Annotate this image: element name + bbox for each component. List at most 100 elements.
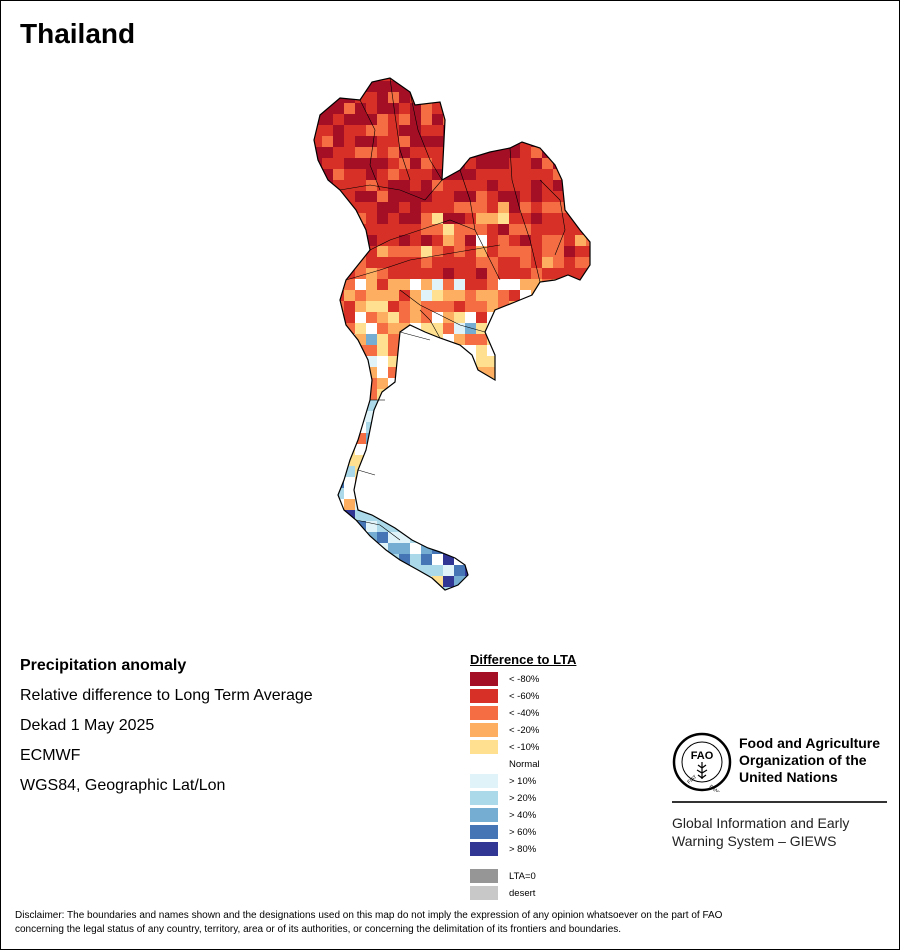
anomaly-cell (421, 235, 432, 246)
anomaly-cell (586, 477, 590, 488)
anomaly-cell (300, 268, 311, 279)
anomaly-cell (314, 554, 322, 565)
anomaly-cell (322, 268, 333, 279)
anomaly-cell (553, 125, 564, 136)
anomaly-cell (377, 301, 388, 312)
anomaly-cell (366, 389, 377, 400)
anomaly-cell (366, 345, 377, 356)
anomaly-cell (509, 477, 520, 488)
anomaly-cell (443, 554, 454, 565)
anomaly-cell (575, 235, 586, 246)
anomaly-cell (344, 378, 355, 389)
anomaly-cell (553, 455, 564, 466)
anomaly-cell (454, 147, 465, 158)
anomaly-cell (366, 114, 377, 125)
anomaly-cell (509, 78, 520, 81)
anomaly-cell (421, 565, 432, 576)
anomaly-cell (586, 92, 590, 103)
anomaly-cell (553, 235, 564, 246)
anomaly-cell (333, 279, 344, 290)
legend-swatch (470, 689, 498, 703)
anomaly-cell (476, 488, 487, 499)
anomaly-cell (300, 169, 311, 180)
anomaly-cell (542, 334, 553, 345)
anomaly-cell (487, 477, 498, 488)
anomaly-cell (465, 235, 476, 246)
anomaly-cell (443, 389, 454, 400)
anomaly-cell (377, 345, 388, 356)
anomaly-cell (432, 81, 443, 92)
anomaly-cell (520, 279, 531, 290)
legend-swatch (470, 774, 498, 788)
anomaly-cell (377, 477, 388, 488)
anomaly-cell (553, 477, 564, 488)
anomaly-cell (443, 466, 454, 477)
anomaly-cell (586, 312, 590, 323)
anomaly-cell (553, 488, 564, 499)
anomaly-cell (575, 78, 586, 81)
anomaly-cell (586, 345, 590, 356)
anomaly-cell (498, 92, 509, 103)
anomaly-cell (542, 191, 553, 202)
anomaly-cell (520, 92, 531, 103)
anomaly-cell (377, 213, 388, 224)
anomaly-cell (322, 554, 333, 565)
anomaly-cell (487, 290, 498, 301)
anomaly-cell (388, 312, 399, 323)
anomaly-cell (432, 202, 443, 213)
anomaly-cell (443, 378, 454, 389)
anomaly-cell (575, 147, 586, 158)
anomaly-cell (487, 158, 498, 169)
anomaly-cell (377, 114, 388, 125)
anomaly-cell (586, 587, 590, 590)
anomaly-cell (564, 78, 575, 81)
anomaly-cell (597, 202, 600, 213)
anomaly-cell (476, 268, 487, 279)
anomaly-cell (575, 191, 586, 202)
anomaly-cell (399, 334, 410, 345)
anomaly-cell (377, 488, 388, 499)
anomaly-cell (388, 334, 399, 345)
anomaly-cell (432, 235, 443, 246)
anomaly-cell (465, 180, 476, 191)
anomaly-cell (553, 378, 564, 389)
anomaly-cell (377, 598, 388, 600)
anomaly-cell (476, 378, 487, 389)
anomaly-cell (355, 444, 366, 455)
anomaly-cell (542, 554, 553, 565)
anomaly-cell (388, 323, 399, 334)
anomaly-cell (443, 78, 454, 81)
anomaly-cell (421, 422, 432, 433)
anomaly-cell (531, 532, 542, 543)
anomaly-cell (575, 213, 586, 224)
anomaly-cell (465, 444, 476, 455)
anomaly-cell (531, 356, 542, 367)
anomaly-cell (432, 169, 443, 180)
anomaly-cell (344, 565, 355, 576)
anomaly-cell (520, 202, 531, 213)
anomaly-cell (333, 257, 344, 268)
anomaly-cell (520, 235, 531, 246)
anomaly-cell (333, 554, 344, 565)
anomaly-cell (322, 576, 333, 587)
anomaly-cell (454, 389, 465, 400)
anomaly-cell (333, 565, 344, 576)
anomaly-cell (421, 323, 432, 334)
anomaly-cell (454, 323, 465, 334)
anomaly-cell (498, 554, 509, 565)
anomaly-cell (421, 488, 432, 499)
anomaly-cell (575, 268, 586, 279)
anomaly-cell (454, 114, 465, 125)
anomaly-cell (410, 488, 421, 499)
anomaly-cell (344, 389, 355, 400)
anomaly-cell (410, 334, 421, 345)
anomaly-cell (597, 279, 600, 290)
anomaly-cell (333, 444, 344, 455)
anomaly-cell (476, 78, 487, 81)
anomaly-cell (377, 576, 388, 587)
anomaly-cell (432, 455, 443, 466)
anomaly-cell (421, 114, 432, 125)
legend-item: LTA=0 (470, 869, 536, 883)
anomaly-cell (432, 532, 443, 543)
anomaly-cell (443, 312, 454, 323)
